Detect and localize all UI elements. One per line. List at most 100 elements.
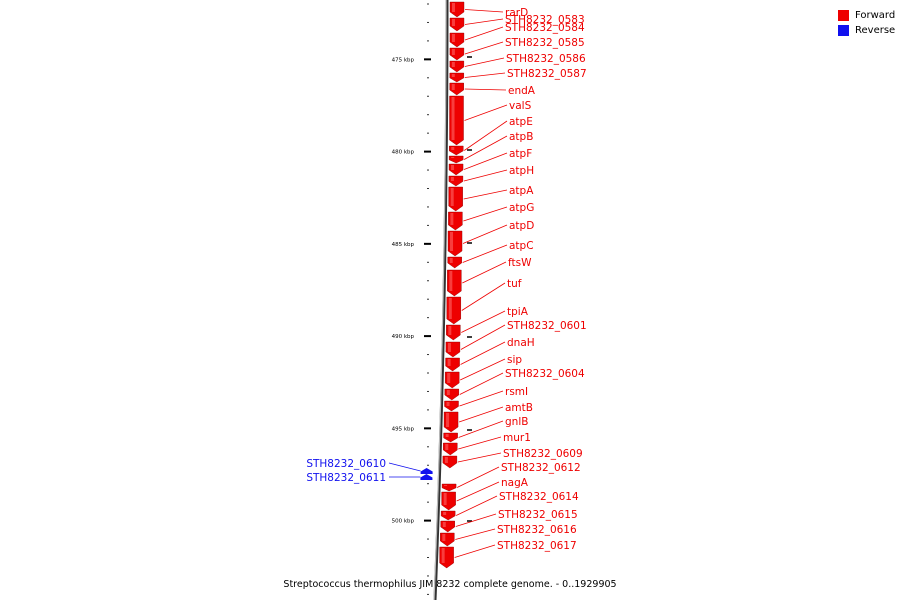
gene-gnlB[interactable] — [443, 432, 458, 443]
gene-label[interactable]: STH8232_0617 — [497, 540, 577, 552]
leader-line — [460, 324, 506, 350]
gene-arrow-shine — [449, 258, 453, 263]
gene-STH8232_0604[interactable] — [444, 388, 460, 401]
leader-line — [458, 420, 504, 438]
gene-valS[interactable] — [449, 95, 464, 146]
genome-backbone — [433, 0, 449, 600]
gene-label[interactable]: rarD — [505, 7, 528, 19]
legend-forward[interactable]: Forward — [838, 8, 895, 23]
gene-atpG[interactable] — [448, 211, 463, 231]
gene-atpA[interactable] — [448, 186, 463, 212]
leader-line — [464, 26, 504, 41]
gene-arrow-shine — [448, 298, 452, 319]
tick-label: 500 kbp — [392, 519, 415, 525]
gene-rarD[interactable] — [449, 1, 465, 18]
gene-atpF[interactable] — [448, 163, 464, 176]
gene-label[interactable]: STH8232_0609 — [503, 448, 583, 460]
gene-label[interactable]: atpA — [509, 185, 534, 197]
gene-STH8232_0617[interactable] — [439, 546, 454, 569]
gene-label[interactable]: STH8232_0604 — [505, 368, 585, 380]
gene-label[interactable]: atpG — [509, 202, 534, 214]
gene-STH8232_0586[interactable] — [449, 60, 465, 73]
gene-STH8232_0611[interactable] — [420, 474, 433, 480]
gene-label[interactable]: STH8232_0584 — [505, 22, 585, 34]
gene-label[interactable]: atpB — [509, 131, 533, 143]
gene-label[interactable]: STH8232_0601 — [507, 320, 587, 332]
gene-label[interactable]: STH8232_0616 — [497, 524, 577, 536]
gene-label[interactable]: tuf — [507, 278, 522, 290]
gene-atpC[interactable] — [447, 256, 462, 269]
gene-arrow[interactable] — [420, 474, 433, 480]
gene-STH8232_0614[interactable] — [440, 510, 456, 521]
legend-reverse-label: Reverse — [855, 25, 896, 36]
gene-label[interactable]: ftsW — [508, 257, 532, 269]
gene-label[interactable]: amtB — [505, 402, 533, 414]
gene-label[interactable]: STH8232_0585 — [505, 37, 585, 49]
leader-line — [461, 282, 506, 311]
leader-line — [455, 528, 496, 540]
gene-atpD[interactable] — [447, 230, 463, 257]
gene-arrow[interactable] — [420, 468, 433, 474]
leader-line — [464, 88, 507, 91]
gene-amtB[interactable] — [443, 411, 459, 433]
gene-atpH[interactable] — [448, 175, 464, 187]
gene-label[interactable]: STH8232_0614 — [499, 491, 579, 503]
gene-label[interactable]: valS — [509, 100, 532, 112]
gene-STH8232_0601[interactable] — [445, 341, 461, 358]
gene-label[interactable]: atpH — [509, 165, 534, 177]
leader-line — [460, 358, 506, 381]
leader-line — [455, 495, 498, 516]
gene-mur1[interactable] — [443, 442, 458, 456]
gene-label[interactable]: atpC — [509, 240, 534, 252]
gene-arrow-shine — [451, 165, 455, 170]
gene-label[interactable]: STH8232_0615 — [498, 509, 578, 521]
gene-label[interactable]: dnaH — [507, 337, 535, 349]
gene-STH8232_0585[interactable] — [449, 47, 465, 61]
gene-tuf[interactable] — [446, 296, 461, 325]
gene-label[interactable]: mur1 — [503, 432, 531, 444]
gene-endA[interactable] — [449, 82, 464, 96]
gene-arrow-shine — [448, 326, 452, 335]
gene-label[interactable]: STH8232_0583 — [505, 14, 585, 26]
gene-label[interactable]: endA — [508, 85, 536, 97]
gene-label[interactable]: nagA — [501, 477, 529, 489]
gene-arrow-shine — [442, 522, 446, 527]
gene-label[interactable]: STH8232_0610 — [306, 458, 386, 470]
gene-label[interactable]: tpiA — [507, 306, 529, 318]
gene-STH8232_0583[interactable] — [449, 17, 465, 32]
gene-atpB[interactable] — [448, 155, 464, 164]
gene-arrow-shine — [447, 343, 451, 352]
gene-label[interactable]: STH8232_0611 — [306, 472, 386, 484]
gene-nagA[interactable] — [441, 491, 456, 511]
gene-label[interactable]: STH8232_0586 — [506, 53, 586, 65]
gene-arrow-shine — [447, 373, 451, 383]
gene-label[interactable]: rsmI — [505, 386, 528, 398]
gene-label[interactable]: STH8232_0612 — [501, 462, 581, 474]
gene-STH8232_0587[interactable] — [449, 72, 464, 83]
gene-atpE[interactable] — [449, 145, 464, 156]
gene-arrow-shine — [443, 512, 447, 515]
gene-STH8232_0609[interactable] — [442, 455, 458, 469]
gene-label[interactable]: sip — [507, 354, 522, 366]
gene-STH8232_0612[interactable] — [441, 483, 457, 492]
gene-sip[interactable] — [444, 371, 460, 389]
gene-label[interactable]: atpD — [509, 220, 534, 232]
gene-STH8232_0610[interactable] — [420, 468, 433, 474]
gene-label[interactable]: STH8232_0587 — [507, 68, 587, 80]
gene-tpiA[interactable] — [446, 324, 461, 341]
gene-label[interactable]: atpE — [509, 116, 533, 128]
gene-arrow-shine — [445, 434, 449, 437]
gene-rsmI[interactable] — [444, 400, 459, 412]
gene-arrow-shine — [451, 19, 455, 26]
gene-label[interactable]: gnlB — [505, 416, 528, 428]
leader-line — [388, 462, 421, 472]
gene-STH8232_0584[interactable] — [449, 32, 465, 48]
gene-arrow-shine — [446, 390, 450, 395]
gene-STH8232_0615[interactable] — [440, 520, 455, 533]
leader-line — [464, 18, 504, 25]
gene-ftsW[interactable] — [447, 269, 462, 297]
gene-label[interactable]: atpF — [509, 148, 532, 160]
gene-dnaH[interactable] — [445, 357, 460, 372]
legend-reverse[interactable]: Reverse — [838, 23, 895, 38]
gene-STH8232_0616[interactable] — [440, 532, 455, 547]
